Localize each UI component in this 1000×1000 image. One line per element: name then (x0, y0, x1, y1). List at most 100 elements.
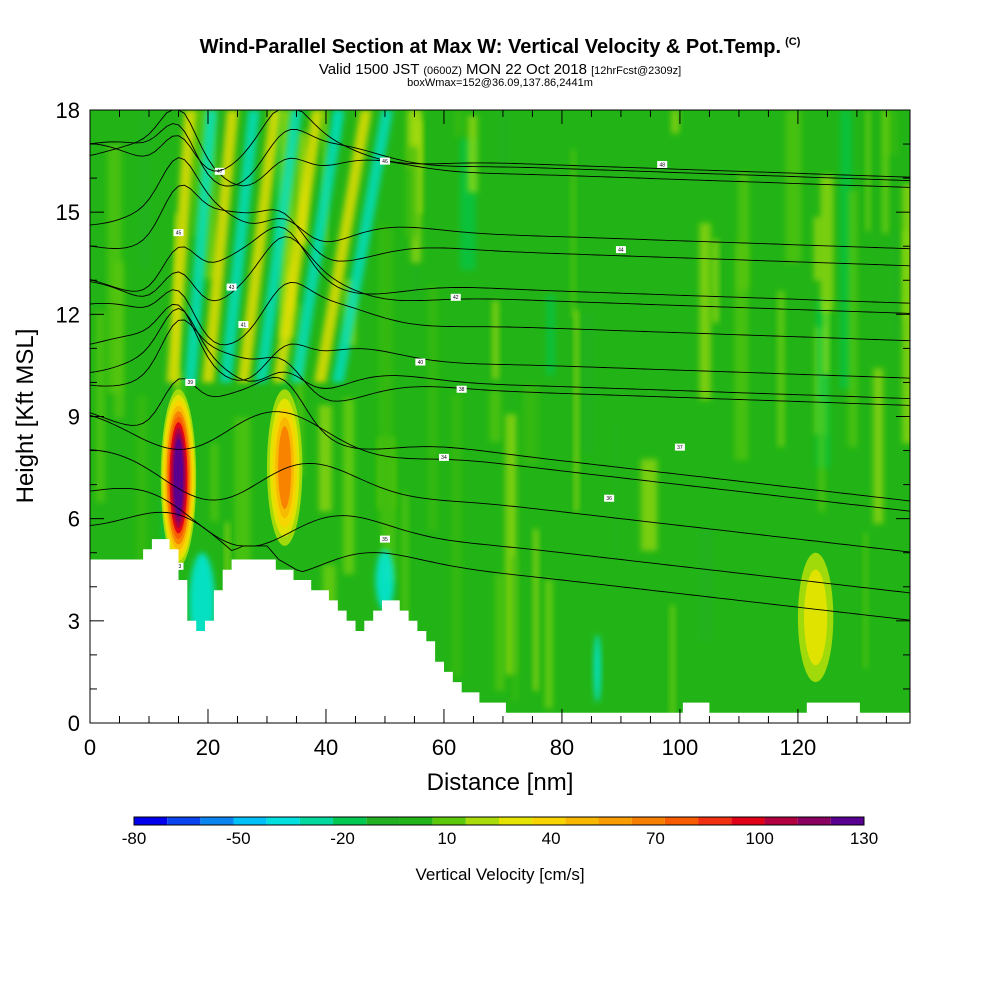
isentrope-label-bg (185, 378, 196, 386)
plot-area: 33 35 36 34 37 38 39 40 41 42 43 44 45 47 48 46 (90, 110, 910, 723)
velocity-streak (451, 393, 462, 677)
velocity-streak (499, 110, 509, 168)
velocity-streak (492, 300, 499, 380)
colorbar-label: -50 (226, 829, 251, 848)
downdraft-band (290, 110, 345, 383)
velocity-streak (254, 273, 258, 400)
colorbar-swatch (664, 817, 699, 825)
velocity-streak (378, 226, 393, 511)
velocity-streak (113, 261, 125, 419)
isentrope-line (90, 184, 910, 267)
colorbar-swatch (266, 817, 300, 825)
updraft-band (314, 110, 372, 383)
velocity-streak (495, 573, 505, 692)
colorbar-swatch (499, 817, 533, 825)
isentrope-label-bg (226, 283, 237, 291)
colorbar-title: Vertical Velocity [cm/s] (415, 865, 584, 884)
velocity-streak (785, 110, 802, 263)
velocity-streak (505, 414, 517, 675)
isentrope-line (90, 487, 910, 594)
velocity-streak (813, 217, 822, 281)
velocity-streak (511, 557, 518, 702)
updraft-band (272, 110, 324, 383)
velocity-streak (570, 149, 576, 318)
velocity-streak (640, 459, 658, 551)
velocity-streak (428, 285, 438, 532)
velocity-streak (902, 231, 910, 320)
isentrope-label-bg (657, 160, 668, 168)
x-tick-label: 100 (662, 735, 699, 760)
velocity-streak (823, 303, 829, 375)
downdraft-pocket (593, 634, 601, 703)
isentrope-line (90, 308, 910, 400)
isentrope-label: 33 (176, 564, 182, 570)
velocity-streak (865, 110, 871, 231)
colorbar-swatch (299, 817, 334, 825)
velocity-streak (582, 312, 593, 454)
terrain-mask (90, 539, 910, 723)
y-tick-label: 0 (68, 711, 80, 736)
subtitle-forecast: [12hrFcst@2309z] (591, 65, 682, 77)
velocity-streak (136, 396, 148, 566)
isentrope-label-bg (456, 385, 467, 393)
colorbar-label: -80 (122, 829, 147, 848)
colorbar-swatch (366, 817, 400, 825)
isentrope-label: 43 (229, 285, 235, 291)
velocity-streak (840, 110, 852, 389)
colorbar-swatch (333, 817, 367, 825)
colorbar-swatch (631, 817, 665, 825)
isentrope-line (90, 511, 910, 621)
colorbar-swatch (167, 817, 201, 825)
isentrope-label: 42 (453, 295, 459, 301)
colorbar-label: 130 (850, 829, 878, 848)
colorbar-swatch (797, 817, 831, 825)
velocity-streak (820, 174, 834, 312)
velocity-streak (533, 529, 539, 691)
velocity-streak (343, 398, 355, 575)
colorbar-swatch (598, 817, 632, 825)
isentrope-label: 36 (606, 496, 612, 502)
velocity-streak (734, 241, 749, 461)
isentrope-label-bg (173, 229, 184, 237)
velocity-streak (737, 172, 750, 290)
isentrope-line (90, 449, 910, 553)
updraft-core-level (173, 438, 184, 518)
y-tick-label: 9 (68, 405, 80, 430)
isentrope-label-bg (214, 167, 225, 175)
velocity-streak (892, 231, 899, 342)
colorbar-label: 100 (746, 829, 774, 848)
velocity-streak (546, 294, 555, 376)
isentrope-label: 38 (459, 387, 465, 393)
isentrope-label: 39 (188, 380, 194, 386)
subtitle-valid: Valid 1500 JST (318, 61, 420, 78)
colorbar-swatch (764, 817, 798, 825)
isentrope-line (90, 376, 910, 502)
x-tick-label: 20 (196, 735, 220, 760)
isentrope-label-bg (450, 293, 461, 301)
isentrope-line (90, 110, 910, 188)
colorbar-swatch (134, 817, 168, 825)
isentrope-line (90, 123, 910, 187)
velocity-streak (401, 492, 409, 668)
chart-title: Wind-Parallel Section at Max W: Vertical… (0, 36, 1000, 59)
velocity-streak (139, 110, 151, 269)
subtitle-zulu: (0600Z) (423, 65, 462, 77)
colorbar-swatch (465, 817, 499, 825)
velocity-streak (669, 605, 676, 715)
velocity-streak (699, 526, 713, 643)
velocity-streak (295, 303, 304, 477)
velocity-streak (873, 368, 884, 524)
isentrope-line (90, 110, 910, 178)
y-axis-title: Height [Kft MSL] (12, 329, 39, 504)
velocity-streak (179, 280, 184, 430)
velocity-streak (274, 110, 281, 245)
updraft-band (166, 110, 197, 383)
x-tick-label: 0 (84, 735, 96, 760)
isentrope-label: 40 (418, 360, 424, 366)
isentrope-line (90, 319, 910, 406)
isentrope-label: 44 (618, 247, 624, 253)
isentrope-label: 41 (241, 322, 247, 328)
isentrope-line (90, 157, 910, 250)
isentrope-line (90, 281, 910, 346)
